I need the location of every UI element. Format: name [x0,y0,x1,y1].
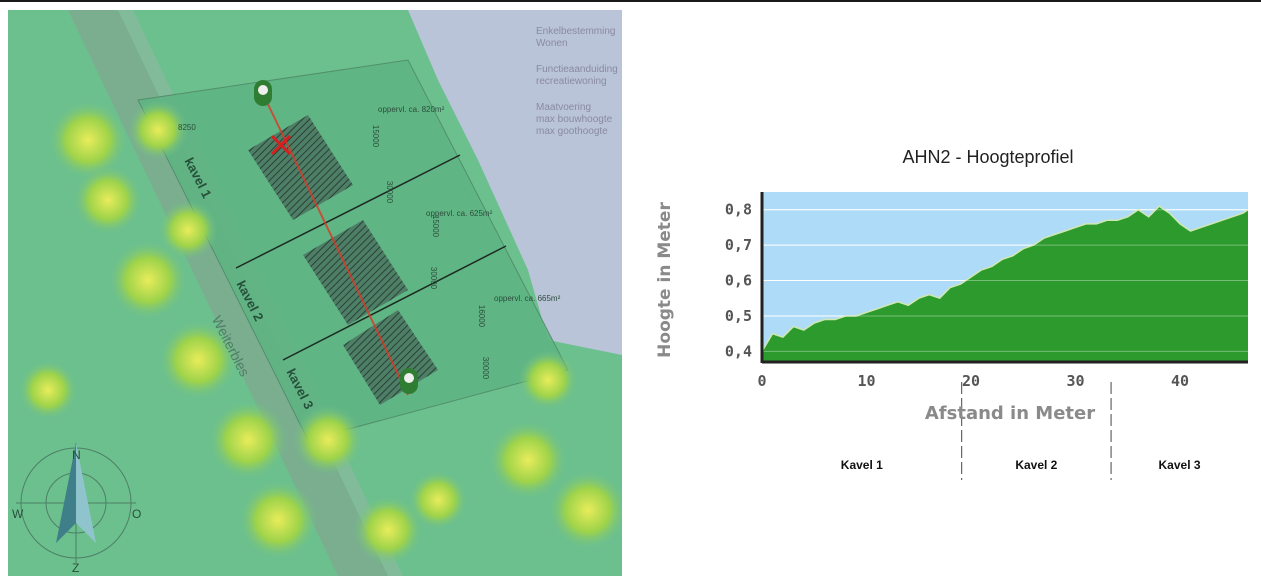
house-2 [303,220,408,325]
cross-marker [270,134,292,156]
water-area [408,10,622,355]
dimension-label: 30000 [429,266,439,290]
profile-line [263,95,409,396]
legend-line: recreatiewoning [536,76,607,87]
area-label: oppervl. ca. 820m² [378,105,445,114]
compass-icon [16,443,136,563]
map-legend: Enkelbestemming Wonen Functieaanduiding … [536,26,618,138]
legend-line: max goothoogte [536,126,608,137]
elevation-area [762,206,1248,362]
compass-w: W [12,507,24,521]
chart-title: AHN2 - Hoogteprofiel [902,147,1073,167]
y-tick-label: 0,5 [725,307,752,325]
kavel-section-label: Kavel 1 [840,458,883,472]
compass-o: O [132,507,142,521]
x-ticks: 0 10 20 30 40 [757,372,1189,390]
kavel-labels: Kavel 1 Kavel 2 Kavel 3 [630,440,1261,490]
y-axis-label: Hoogte in Meter [655,202,675,358]
dimension-label: 30000 [385,180,395,204]
dimension-label: 15000 [371,124,381,148]
y-tick-label: 0,8 [725,201,752,219]
kavel-section-label: Kavel 2 [1015,458,1058,472]
x-tick-label: 10 [857,372,875,390]
x-tick-label: 20 [962,372,980,390]
kavel-boundary-1-2 [235,154,461,269]
start-marker-icon [254,80,272,106]
dimension-label: 30000 [481,356,491,380]
elevation-profile-chart: AHN2 - Hoogteprofiel 0 10 20 30 40 0,4 0,5 0,6… [655,147,1249,480]
area-label: oppervl. ca. 625m² [426,209,493,218]
x-tick-label: 0 [757,372,766,390]
house-1 [248,115,353,220]
y-tick-label: 0,7 [725,236,752,254]
x-tick-label: 30 [1067,372,1085,390]
legend-line: Maatvoering [536,102,592,113]
x-tick-label: 40 [1171,372,1189,390]
legend-line: Functieaanduiding [536,64,618,75]
end-marker-icon [400,368,418,394]
y-tick-label: 0,4 [725,342,752,360]
x-axis-label: Afstand in Meter [925,403,1095,424]
y-ticks: 0,4 0,5 0,6 0,7 0,8 [725,201,752,361]
compass-n: N [72,448,81,462]
dimension-label: 16000 [477,304,487,328]
compass-z: Z [72,561,80,575]
dimension-label: 15000 [431,214,441,238]
legend-line: Wonen [536,38,568,49]
elevation-line [761,205,1249,352]
section-dividers [961,382,1112,480]
trees [18,100,622,565]
kavel-section-label: Kavel 3 [1158,458,1201,472]
legend-line: max bouwhoogte [536,114,613,125]
top-rule [0,0,1261,2]
map-canvas[interactable] [8,10,622,576]
area-label: oppervl. ca. 665m² [494,294,561,303]
y-tick-label: 0,6 [725,272,752,290]
legend-line: Enkelbestemming [536,26,616,37]
kavel-boundary-2-3 [282,245,507,361]
dimension-label: 8250 [178,123,196,132]
map-panel[interactable]: Enkelbestemming Wonen Functieaanduiding … [8,10,622,576]
